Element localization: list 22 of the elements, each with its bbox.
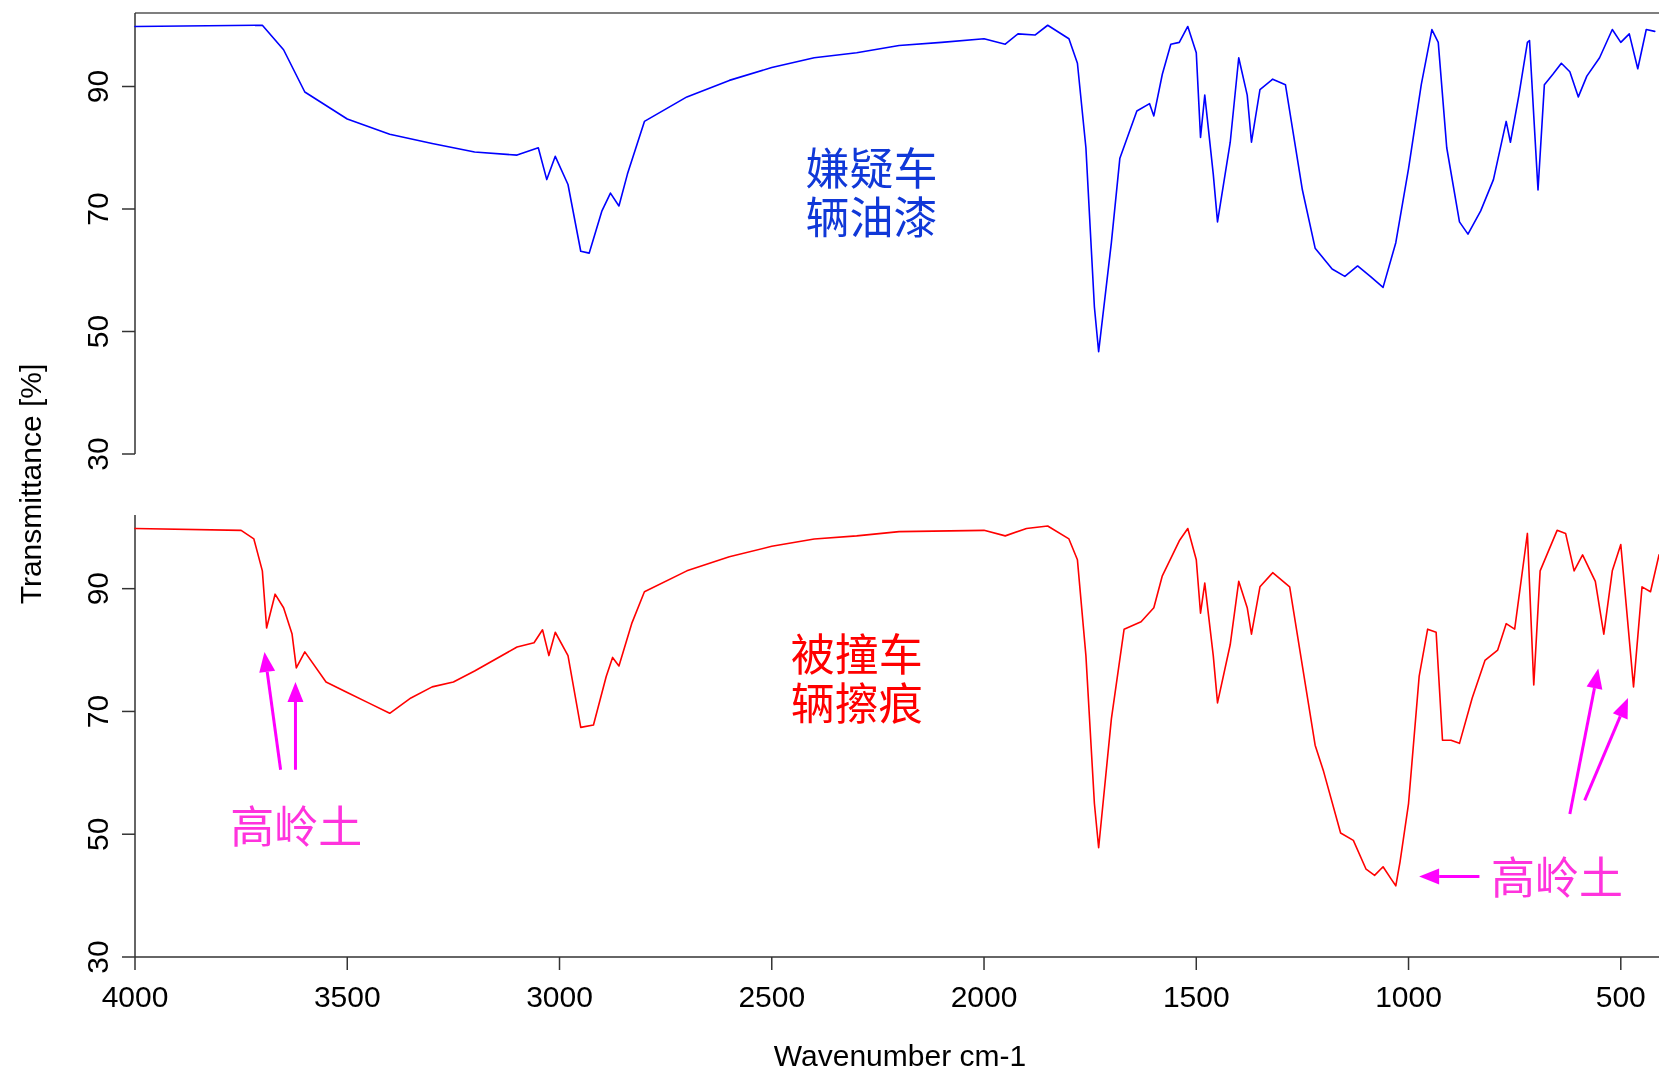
x-tick-label: 3500	[313, 980, 381, 1013]
y-tick-label: 30	[80, 437, 114, 471]
x-axis-title: Wavenumber cm-1	[773, 1039, 1027, 1071]
y-tick-label: 50	[80, 817, 114, 851]
y-tick-label: 30	[80, 940, 114, 974]
annotation: 嫌疑车辆油漆	[805, 134, 938, 247]
annotation: 高岭土	[230, 792, 363, 857]
x-tick-label: 4000	[101, 980, 169, 1013]
y-tick-label: 90	[80, 571, 114, 606]
x-tick-label: 2500	[738, 980, 806, 1013]
x-tick-label: 1500	[1162, 980, 1230, 1013]
y-tick-label: 50	[80, 314, 114, 349]
y-tick-label: 90	[80, 69, 114, 104]
x-tick-label: 3000	[526, 980, 593, 1013]
y-tick-label: 70	[80, 192, 114, 226]
x-tick-label: 2000	[950, 980, 1018, 1013]
y-axis-title: Transmittance [%]	[13, 363, 47, 605]
x-tick-label: 500	[1595, 980, 1646, 1013]
annotation: 高岭土	[1491, 842, 1624, 907]
y-tick-label: 70	[80, 694, 114, 729]
annotation: 被撞车辆擦痕	[790, 620, 923, 733]
x-tick-label: 1000	[1375, 980, 1442, 1013]
